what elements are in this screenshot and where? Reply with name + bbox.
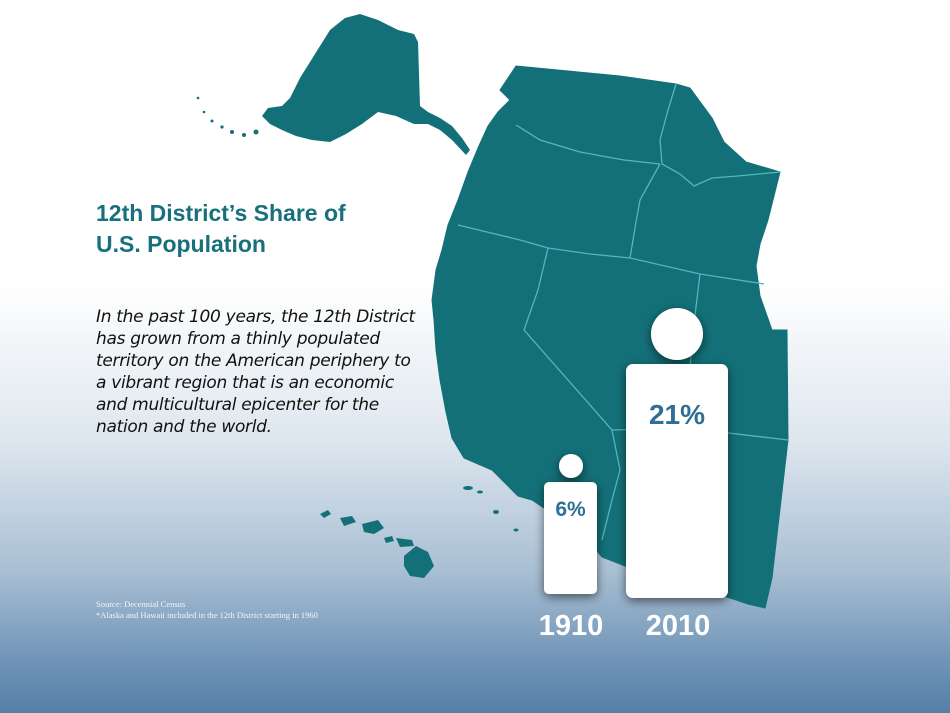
share-2010-label: 21% bbox=[648, 399, 706, 430]
share-1910-label: 6% bbox=[555, 498, 586, 521]
person-2010-head bbox=[651, 308, 703, 360]
person-1910-head bbox=[559, 454, 583, 478]
year-2010-label: 2010 bbox=[645, 610, 711, 642]
channel-islands bbox=[463, 486, 519, 532]
description-text: In the past 100 years, the 12th District… bbox=[96, 307, 415, 437]
source-line: Source: Decennial Census bbox=[96, 599, 186, 609]
title-line-2: U.S. Population bbox=[96, 231, 266, 257]
footnote: *Alaska and Hawaii included in the 12th … bbox=[96, 610, 318, 620]
western-states-shape bbox=[431, 65, 789, 609]
aleutian-islands bbox=[196, 96, 259, 137]
person-1910-body bbox=[544, 482, 597, 594]
title-line-1: 12th District’s Share of bbox=[96, 200, 346, 226]
alaska-shape bbox=[262, 14, 470, 155]
infographic-title: 12th District’s Share of U.S. Population bbox=[96, 198, 426, 260]
hawaii-islands bbox=[320, 510, 434, 578]
year-1910-label: 1910 bbox=[538, 610, 604, 642]
person-2010-body bbox=[626, 364, 728, 598]
source-note: Source: Decennial Census *Alaska and Haw… bbox=[96, 599, 416, 621]
